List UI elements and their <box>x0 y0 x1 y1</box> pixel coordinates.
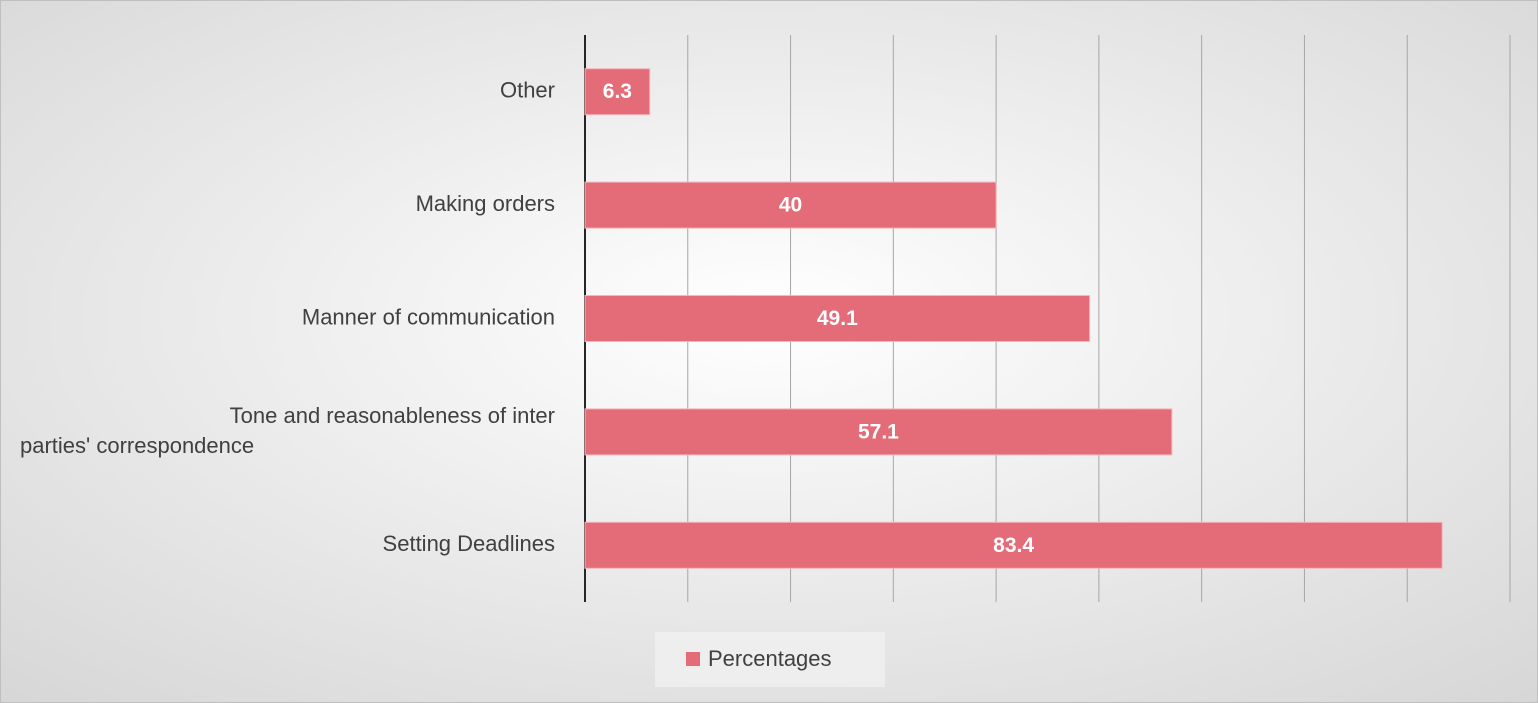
data-label: 40 <box>779 194 802 217</box>
y-tick-label: Setting Deadlines <box>383 531 555 556</box>
data-label: 83.4 <box>993 534 1034 557</box>
legend-label: Percentages <box>708 646 832 671</box>
legend-swatch <box>686 652 700 666</box>
y-tick-label: Other <box>500 78 555 103</box>
y-tick-label: Tone and reasonableness of inter parties'… <box>20 403 555 458</box>
y-tick-label: Manner of communication <box>302 304 555 329</box>
bar <box>584 521 1443 569</box>
bar <box>584 408 1173 456</box>
bar <box>584 295 1091 342</box>
data-label: 49.1 <box>817 307 858 330</box>
bar <box>584 181 997 229</box>
bar <box>584 68 651 116</box>
y-tick-label: Making orders <box>416 191 555 216</box>
data-label: 57.1 <box>858 420 899 443</box>
data-label: 6.3 <box>603 80 632 103</box>
